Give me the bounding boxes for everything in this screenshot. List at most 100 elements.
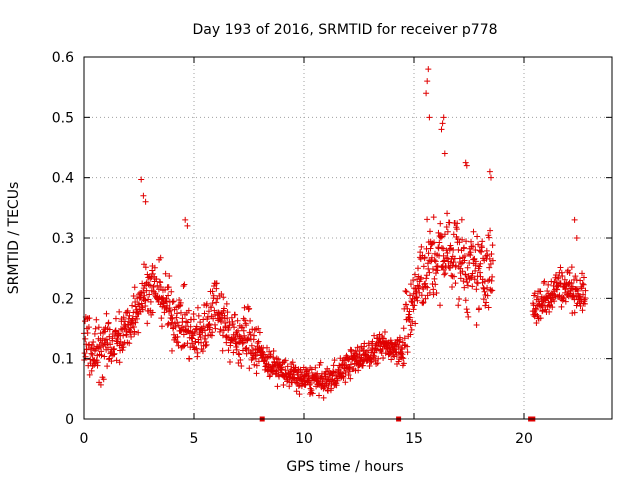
data-point [486,168,493,175]
data-point [242,345,249,352]
data-point [397,336,404,343]
data-point [456,296,463,303]
data-point [439,120,446,127]
data-point [381,329,388,336]
data-point [551,298,558,305]
data-point [478,248,485,255]
data-point [481,288,488,295]
data-point [270,354,277,361]
data-point [293,388,300,395]
data-point [308,366,315,373]
data-point [209,300,216,307]
data-point [231,336,238,343]
data-point [534,312,541,319]
data-point [368,358,375,365]
data-point [201,335,208,342]
data-point [210,315,217,322]
data-point [134,309,141,316]
x-tick-label: 5 [190,431,199,447]
data-point [541,278,548,285]
data-point [549,304,556,311]
x-tick-label: 15 [405,431,423,447]
data-point [119,347,126,354]
data-point [168,347,175,354]
data-point [464,309,471,316]
data-point [100,376,107,383]
data-point [427,228,434,235]
data-point [452,262,459,269]
data-point [104,363,111,370]
data-point [438,245,445,252]
data-point [88,350,95,357]
data-point [278,366,285,373]
data-point [200,323,207,330]
data-point [317,359,324,366]
data-point [130,323,137,330]
data-point [273,355,280,362]
data-point [412,320,419,327]
data-point [345,372,352,379]
data-point [425,250,432,257]
data-point [480,285,487,292]
data-point [450,259,457,266]
y-tick-label: 0 [65,412,74,428]
data-point [245,334,252,341]
data-point [420,299,427,306]
data-point [531,290,538,297]
data-point [92,325,99,332]
data-point [419,299,426,306]
data-point [316,392,323,399]
data-point [411,271,418,278]
data-point [225,325,232,332]
data-point [186,355,193,362]
data-point [139,306,146,313]
data-point [410,277,417,284]
data-point [116,308,123,315]
data-point [179,315,186,322]
data-point [241,332,248,339]
data-point [162,270,169,277]
data-point [414,265,421,272]
data-point [120,314,127,321]
data-point [128,318,135,325]
data-point [474,233,481,240]
data-point [267,353,274,360]
data-point [200,316,207,323]
data-point [243,322,250,329]
data-point [253,362,260,369]
data-point [180,331,187,338]
data-point [375,355,382,362]
data-point [130,293,137,300]
data-point [144,320,151,327]
data-point [473,286,480,293]
data-point [101,353,108,360]
data-point [88,345,95,352]
data-point [142,198,149,205]
data-point [124,309,131,316]
data-point [216,328,223,335]
data-point [440,245,447,252]
data-point [533,311,540,318]
data-point [160,294,167,301]
data-point [233,329,240,336]
data-point [460,244,467,251]
data-point [486,264,493,271]
data-point [366,362,373,369]
data-point [174,339,181,346]
data-point [461,284,468,291]
data-point [470,243,477,250]
data-point [572,273,579,280]
data-point [120,344,127,351]
data-point [463,162,470,169]
data-point [354,353,361,360]
data-point [473,279,480,286]
data-point [255,325,262,332]
data-point [157,279,164,286]
data-point [101,328,108,335]
data-point [537,315,544,322]
data-point [489,287,496,294]
data-point [280,382,287,389]
x-tick-label: 10 [295,431,313,447]
data-point [226,359,233,365]
data-point [444,228,451,235]
